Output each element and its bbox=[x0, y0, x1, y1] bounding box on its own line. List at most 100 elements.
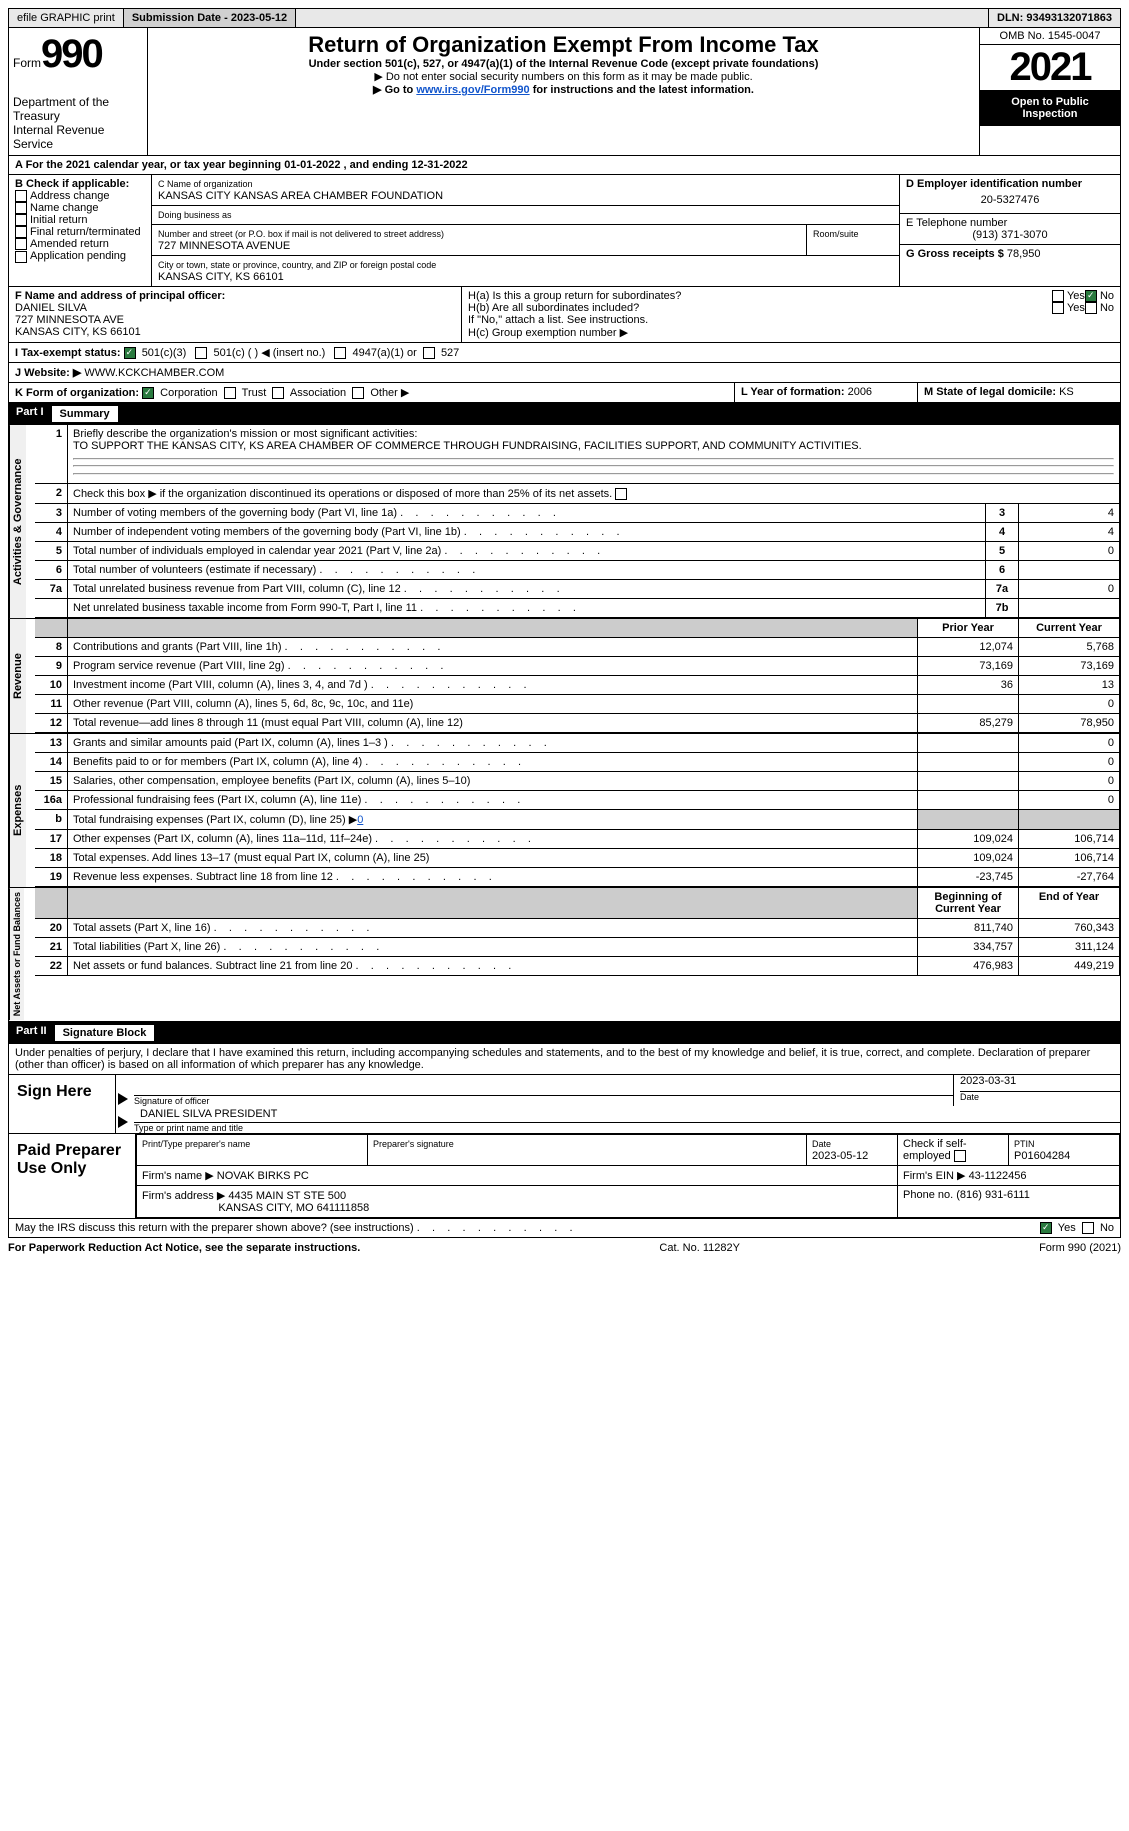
j-label: J Website: ▶ bbox=[15, 367, 81, 379]
revenue-section: Revenue Prior YearCurrent Year 8Contribu… bbox=[8, 619, 1121, 734]
hb-label: H(b) Are all subordinates included? bbox=[468, 302, 1052, 314]
i-4947[interactable]: 4947(a)(1) or bbox=[334, 347, 416, 359]
gross-value: 78,950 bbox=[1007, 248, 1041, 260]
p19: -23,745 bbox=[918, 868, 1019, 887]
l3-text: Number of voting members of the governin… bbox=[68, 504, 986, 523]
c9: 73,169 bbox=[1019, 657, 1120, 676]
omb-number: OMB No. 1545-0047 bbox=[980, 28, 1120, 45]
may-discuss-text: May the IRS discuss this return with the… bbox=[15, 1222, 1040, 1234]
c11: 0 bbox=[1019, 695, 1120, 714]
r20: Total assets (Part X, line 16) bbox=[68, 919, 918, 938]
arrow-icon bbox=[118, 1093, 128, 1105]
p8: 12,074 bbox=[918, 638, 1019, 657]
part2-num: Part II bbox=[16, 1025, 55, 1041]
m-label: M State of legal domicile: bbox=[924, 386, 1056, 398]
r11: Other revenue (Part VIII, column (A), li… bbox=[68, 695, 918, 714]
p18: 109,024 bbox=[918, 849, 1019, 868]
top-bar: efile GRAPHIC print Submission Date - 20… bbox=[8, 8, 1121, 28]
paid-label: Paid Preparer Use Only bbox=[9, 1134, 136, 1218]
l4-text: Number of independent voting members of … bbox=[68, 523, 986, 542]
c21: 311,124 bbox=[1019, 938, 1120, 957]
addr-label: Number and street (or P.O. box if mail i… bbox=[158, 229, 444, 239]
type-name-label: Type or print name and title bbox=[134, 1123, 1120, 1133]
i-501c3[interactable]: 501(c)(3) bbox=[124, 347, 187, 359]
k-trust[interactable]: Trust bbox=[224, 387, 267, 399]
r15: Salaries, other compensation, employee b… bbox=[68, 772, 918, 791]
hb-no[interactable]: No bbox=[1085, 302, 1114, 314]
phone-label: E Telephone number bbox=[906, 217, 1114, 229]
p10: 36 bbox=[918, 676, 1019, 695]
fundraising-link[interactable]: 0 bbox=[357, 814, 363, 826]
irs-link[interactable]: www.irs.gov/Form990 bbox=[416, 84, 529, 96]
expenses-section: Expenses 13Grants and similar amounts pa… bbox=[8, 734, 1121, 888]
ptin-val: P01604284 bbox=[1014, 1150, 1070, 1162]
l7a-text: Total unrelated business revenue from Pa… bbox=[68, 580, 986, 599]
officer-name: DANIEL SILVA bbox=[15, 302, 455, 314]
r16a: Professional fundraising fees (Part IX, … bbox=[68, 791, 918, 810]
form-title: Return of Organization Exempt From Incom… bbox=[152, 32, 975, 58]
l3-val: 4 bbox=[1019, 504, 1120, 523]
dln-label: DLN: 93493132071863 bbox=[989, 9, 1120, 27]
p12: 85,279 bbox=[918, 714, 1019, 733]
sig-date-val: 2023-03-31 bbox=[960, 1075, 1120, 1087]
form-number: 990 bbox=[41, 32, 102, 76]
activities-governance-section: Activities & Governance 1 Briefly descri… bbox=[8, 425, 1121, 619]
form-note2: ▶ Go to www.irs.gov/Form990 for instruct… bbox=[152, 83, 975, 96]
firm-name: NOVAK BIRKS PC bbox=[217, 1170, 309, 1182]
b-amended[interactable]: Amended return bbox=[15, 238, 145, 250]
part1-header: Part I Summary bbox=[8, 403, 1121, 425]
hb-note: If "No," attach a list. See instructions… bbox=[468, 314, 1114, 326]
ptin-label: PTIN bbox=[1014, 1139, 1035, 1149]
c13: 0 bbox=[1019, 734, 1120, 753]
c18: 106,714 bbox=[1019, 849, 1120, 868]
c14: 0 bbox=[1019, 753, 1120, 772]
p17: 109,024 bbox=[918, 830, 1019, 849]
hc-label: H(c) Group exemption number ▶ bbox=[468, 326, 1114, 339]
c20: 760,343 bbox=[1019, 919, 1120, 938]
officer-printed: DANIEL SILVA PRESIDENT bbox=[134, 1106, 1120, 1123]
ag-sidebar: Activities & Governance bbox=[9, 425, 26, 618]
prep-selfemp[interactable]: Check if self-employed bbox=[898, 1134, 1009, 1165]
firm-addr2: KANSAS CITY, MO 641111858 bbox=[218, 1202, 369, 1214]
c15: 0 bbox=[1019, 772, 1120, 791]
dept-label: Department of the Treasury bbox=[13, 95, 143, 123]
c12: 78,950 bbox=[1019, 714, 1120, 733]
may-no[interactable]: No bbox=[1082, 1222, 1114, 1234]
p20: 811,740 bbox=[918, 919, 1019, 938]
k-assoc[interactable]: Association bbox=[272, 387, 346, 399]
prep-printname-label: Print/Type preparer's name bbox=[142, 1139, 250, 1149]
ha-yes[interactable]: Yes bbox=[1052, 290, 1085, 302]
r19: Revenue less expenses. Subtract line 18 … bbox=[68, 868, 918, 887]
b-name-change[interactable]: Name change bbox=[15, 202, 145, 214]
form-subtitle: Under section 501(c), 527, or 4947(a)(1)… bbox=[152, 58, 975, 70]
netassets-section: Net Assets or Fund Balances Beginning of… bbox=[8, 888, 1121, 1021]
b-final-return[interactable]: Final return/terminated bbox=[15, 226, 145, 238]
r17: Other expenses (Part IX, column (A), lin… bbox=[68, 830, 918, 849]
form-ref: Form 990 (2021) bbox=[1039, 1242, 1121, 1254]
hb-yes[interactable]: Yes bbox=[1052, 302, 1085, 314]
may-yes[interactable]: Yes bbox=[1040, 1222, 1076, 1234]
r13: Grants and similar amounts paid (Part IX… bbox=[68, 734, 918, 753]
tax-year: 2021 bbox=[980, 45, 1120, 90]
k-label: K Form of organization: bbox=[15, 387, 139, 399]
l2-text: Check this box ▶ if the organization dis… bbox=[68, 484, 1120, 504]
i-501c[interactable]: 501(c) ( ) ◀ (insert no.) bbox=[195, 347, 325, 359]
b-addr-change[interactable]: Address change bbox=[15, 190, 145, 202]
submission-date-button[interactable]: Submission Date - 2023-05-12 bbox=[124, 9, 296, 27]
ha-no[interactable]: No bbox=[1085, 290, 1114, 302]
i-527[interactable]: 527 bbox=[423, 347, 459, 359]
pra-notice: For Paperwork Reduction Act Notice, see … bbox=[8, 1242, 360, 1254]
l7a-val: 0 bbox=[1019, 580, 1120, 599]
part1-title: Summary bbox=[52, 406, 118, 422]
b-initial-return[interactable]: Initial return bbox=[15, 214, 145, 226]
p14 bbox=[918, 753, 1019, 772]
l7b-val bbox=[1019, 599, 1120, 618]
c16a: 0 bbox=[1019, 791, 1120, 810]
k-other[interactable]: Other ▶ bbox=[352, 387, 409, 399]
p21: 334,757 bbox=[918, 938, 1019, 957]
b-app-pending[interactable]: Application pending bbox=[15, 250, 145, 262]
city-label: City or town, state or province, country… bbox=[158, 260, 436, 270]
k-corp[interactable]: Corporation bbox=[142, 387, 218, 399]
b-label: B Check if applicable: bbox=[15, 178, 145, 190]
l5-val: 0 bbox=[1019, 542, 1120, 561]
